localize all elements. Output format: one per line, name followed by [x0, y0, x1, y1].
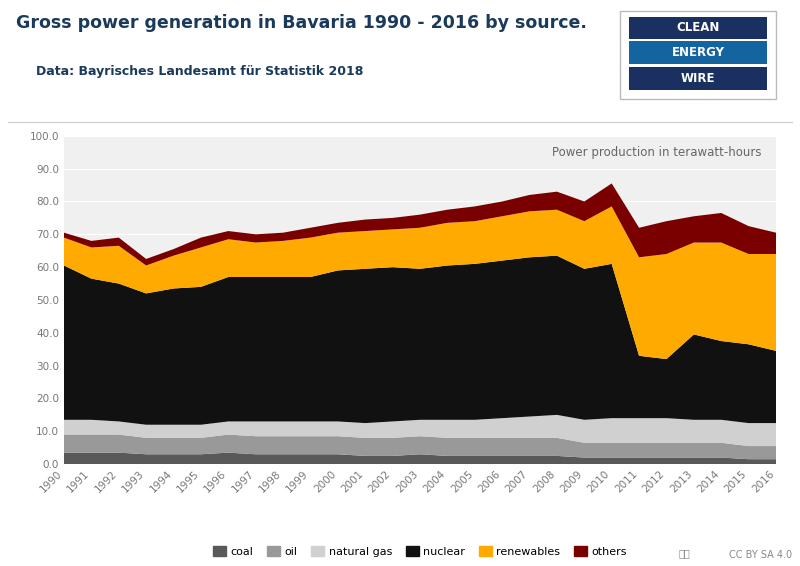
Bar	[630, 16, 766, 40]
Text: CC BY SA 4.0: CC BY SA 4.0	[729, 550, 792, 560]
Text: ⒸⒸ: ⒸⒸ	[678, 548, 690, 559]
Bar	[630, 67, 766, 91]
Text: Gross power generation in Bavaria 1990 - 2016 by source.: Gross power generation in Bavaria 1990 -…	[16, 14, 587, 32]
Text: Data: Bayrisches Landesamt für Statistik 2018: Data: Bayrisches Landesamt für Statistik…	[36, 65, 363, 78]
Text: ENERGY: ENERGY	[671, 46, 725, 59]
Bar	[630, 41, 766, 64]
Legend: coal, oil, natural gas, nuclear, renewables, others: coal, oil, natural gas, nuclear, renewab…	[209, 542, 631, 561]
Text: CLEAN: CLEAN	[676, 22, 720, 35]
Text: Power production in terawatt-hours: Power production in terawatt-hours	[552, 145, 762, 158]
Text: WIRE: WIRE	[681, 72, 715, 85]
